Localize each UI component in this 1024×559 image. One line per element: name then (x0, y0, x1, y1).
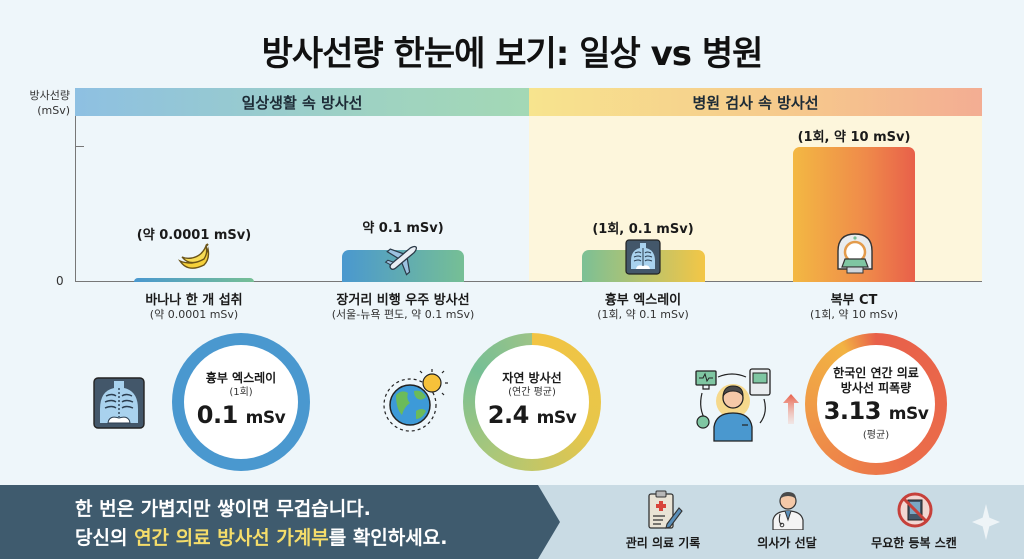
footer-line2-suffix: 를 확인하세요. (328, 527, 448, 549)
footer-line2-prefix: 당신의 (75, 527, 135, 549)
band-hospital: 병원 검사 속 방사선 (529, 88, 982, 116)
ring-title: 자연 방사선 (502, 371, 562, 385)
y-tick-zero: 0 (56, 274, 64, 288)
ring-value-number: 0.1 (196, 401, 239, 429)
category-name: 장거리 비행 우주 방사선 (336, 293, 470, 308)
ring-value: 3.13 mSv (824, 396, 929, 429)
footer-message-line2: 당신의 연간 의료 방사선 가계부를 확인하세요. (75, 523, 447, 550)
ring-value-number: 2.4 (487, 401, 530, 429)
ring-natural-radiation: 자연 방사선 (연간 평균) 2.4 mSv (463, 333, 601, 471)
ring-value-unit: mSv (888, 403, 929, 424)
bar-value-label: (1회, 0.1 mSv) (592, 222, 694, 237)
ring-value-unit: mSv (536, 408, 577, 428)
ring-sub: (연간 평균) (508, 387, 556, 398)
ring-value-unit: mSv (245, 408, 286, 428)
category-sub: (서울-뉴욕 편도, 약 0.1 mSv) (331, 308, 475, 321)
footer-item-label: 무요한 등복 스캔 (871, 536, 957, 550)
band-daily-life: 일상생활 속 방사선 (75, 88, 529, 116)
ct-scanner-icon (834, 231, 876, 277)
arrow-up-icon (783, 394, 799, 424)
footer-item-label: 관리 의료 기록 (625, 536, 701, 550)
doctor-icon (770, 490, 806, 531)
y-axis-label: 방사선량 (mSv) (6, 88, 70, 118)
ring-sub: (평균) (862, 429, 890, 441)
ring-annual-medical-dose: 한국인 연간 의료 방사선 피폭량 3.13 mSv (평균) (805, 333, 947, 475)
category-sub: (약 0.0001 mSv) (149, 308, 239, 321)
category-name: 흉부 엑스레이 (604, 293, 682, 308)
bar-banana (134, 278, 254, 282)
ring-value-number: 3.13 (823, 396, 882, 425)
earth-sun-icon (382, 367, 452, 433)
ring-title: 흉부 엑스레이 (205, 371, 277, 385)
clipboard-icon (647, 490, 683, 530)
category-name: 바나나 한 개 섭취 (145, 293, 243, 308)
category-name: 복부 CT (830, 293, 878, 308)
y-axis-label-text: 방사선량 (29, 89, 70, 102)
airplane-icon (383, 240, 423, 276)
footer-message-line1: 한 번은 가볍지만 쌓이면 무겁습니다. (75, 498, 371, 520)
patient-devices-icon (694, 365, 774, 443)
bar-value-label: (1회, 약 10 mSv) (797, 130, 911, 145)
footer-message-banner (0, 485, 560, 559)
ring-value: 2.4 mSv (487, 400, 577, 433)
chest-xray-icon (625, 239, 661, 275)
ring-title-line1: 한국인 연간 의료 (833, 365, 919, 380)
bar-value-label: 약 0.1 mSv) (362, 221, 444, 236)
y-axis-unit: (mSv) (37, 104, 70, 117)
chest-xray-icon (93, 377, 145, 429)
y-axis-tick (75, 146, 84, 147)
ring-sub: (1회) (229, 387, 253, 398)
ring-title-line2: 방사선 피폭량 (840, 380, 912, 395)
no-scan-icon (896, 491, 934, 529)
category-sub: (1회, 약 0.1 mSv) (597, 308, 689, 321)
ring-value: 0.1 mSv (196, 400, 286, 433)
ring-chest-xray: 흉부 엑스레이 (1회) 0.1 mSv (172, 333, 310, 471)
category-sub: (1회, 약 10 mSv) (809, 308, 898, 321)
footer-highlight: 연간 의료 방사선 가계부 (134, 527, 329, 549)
x-axis (75, 281, 982, 282)
footer-item-label: 의사가 선달 (757, 536, 817, 550)
banana-icon (174, 243, 214, 275)
y-axis (75, 116, 76, 282)
page-title: 방사선량 한눈에 보기: 일상 vs 병원 (261, 34, 764, 74)
bar-value-label: (약 0.0001 mSv) (136, 228, 252, 243)
